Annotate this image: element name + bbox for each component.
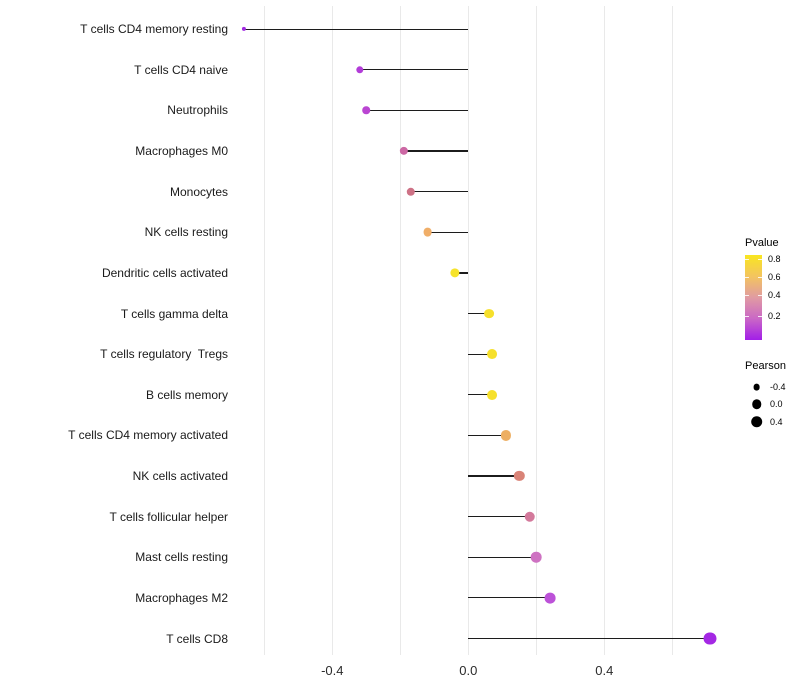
category-label: B cells memory (145, 387, 228, 402)
category-label: T cells CD4 naive (134, 62, 228, 77)
category-label: T cells gamma delta (120, 306, 228, 321)
x-gridline (672, 6, 674, 655)
lollipop-stem (243, 28, 469, 30)
data-point (703, 632, 717, 645)
data-point (487, 389, 498, 400)
size-legend-dot (751, 399, 762, 410)
data-point (524, 511, 535, 522)
data-point (514, 470, 525, 482)
size-legend-dot (750, 415, 763, 428)
data-point (399, 146, 408, 156)
lollipop-stem (468, 597, 550, 599)
lollipop-stem (468, 516, 530, 518)
category-label: NK cells resting (144, 225, 228, 240)
data-point (450, 268, 460, 278)
lollipop-stem (468, 312, 489, 315)
category-label: T cells CD4 memory resting (80, 22, 228, 37)
colorbar-tick (745, 259, 749, 261)
colorbar-tick-label: 0.6 (768, 272, 781, 283)
category-label: T cells regulatory Tregs (100, 347, 228, 362)
lollipop-stem (468, 556, 537, 558)
size-legend-dot (753, 383, 760, 391)
colorbar-tick (758, 295, 762, 297)
colorbar-tick-label: 0.8 (768, 254, 781, 265)
colorbar-tick (758, 277, 762, 279)
data-point (483, 308, 494, 319)
x-gridline (468, 6, 470, 655)
category-label: Monocytes (169, 184, 228, 199)
colorbar-tick (758, 316, 762, 318)
pvalue-colorbar (745, 255, 762, 340)
x-gridline (400, 6, 402, 655)
lollipop-stem (454, 272, 469, 274)
lollipop-stem (427, 231, 469, 233)
category-label: Mast cells resting (135, 550, 228, 565)
data-point (406, 187, 415, 196)
lollipop-stem (468, 394, 493, 396)
lollipop-stem (403, 150, 469, 152)
category-label: Dendritic cells activated (101, 265, 228, 280)
pearson-legend-title: Pearson (745, 360, 786, 372)
category-label: T cells follicular helper (109, 509, 229, 524)
lollipop-stem (468, 475, 520, 477)
category-label: Neutrophils (167, 103, 228, 118)
lollipop-stem (366, 109, 469, 112)
size-legend-label: 0.4 (770, 416, 783, 427)
data-point (362, 106, 371, 115)
x-axis-tick-label: 0.0 (459, 663, 478, 678)
data-point (423, 227, 432, 237)
x-gridline (332, 6, 334, 655)
data-point (355, 66, 364, 74)
data-point (544, 592, 556, 604)
category-label: T cells CD8 (166, 631, 228, 646)
pvalue-legend-title: Pvalue (745, 237, 779, 249)
x-gridline (604, 6, 606, 655)
colorbar-tick (745, 316, 749, 318)
lollipop-stem (410, 191, 469, 193)
colorbar-tick (745, 277, 749, 279)
x-axis-tick-label: 0.4 (595, 663, 614, 678)
lollipop-stem (468, 353, 493, 355)
size-legend-label: -0.4 (770, 382, 786, 392)
colorbar-tick (758, 259, 762, 261)
x-gridline (536, 6, 538, 655)
colorbar-tick-label: 0.4 (768, 290, 781, 301)
x-axis-tick-label: -0.4 (321, 663, 344, 678)
size-legend-label: 0.0 (770, 399, 783, 410)
category-label: Macrophages M0 (135, 144, 228, 159)
category-label: NK cells activated (132, 469, 228, 484)
lollipop-stem (359, 69, 469, 71)
category-label: Macrophages M2 (135, 590, 228, 605)
category-label: T cells CD4 memory activated (68, 428, 228, 443)
lollipop-stem (468, 434, 506, 436)
data-point (500, 430, 511, 441)
data-point (487, 349, 498, 360)
colorbar-tick-label: 0.2 (768, 311, 781, 322)
x-gridline (264, 6, 266, 655)
lollipop-stem (468, 637, 710, 640)
data-point (530, 551, 542, 563)
data-point (241, 27, 246, 32)
colorbar-tick (745, 295, 749, 297)
